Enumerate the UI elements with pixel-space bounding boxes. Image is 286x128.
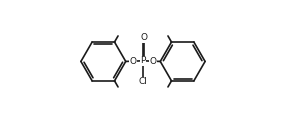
Text: P: P [140, 56, 146, 65]
Text: O: O [150, 57, 156, 66]
Text: Cl: Cl [138, 77, 148, 86]
Text: O: O [140, 33, 147, 42]
Text: O: O [130, 57, 136, 66]
